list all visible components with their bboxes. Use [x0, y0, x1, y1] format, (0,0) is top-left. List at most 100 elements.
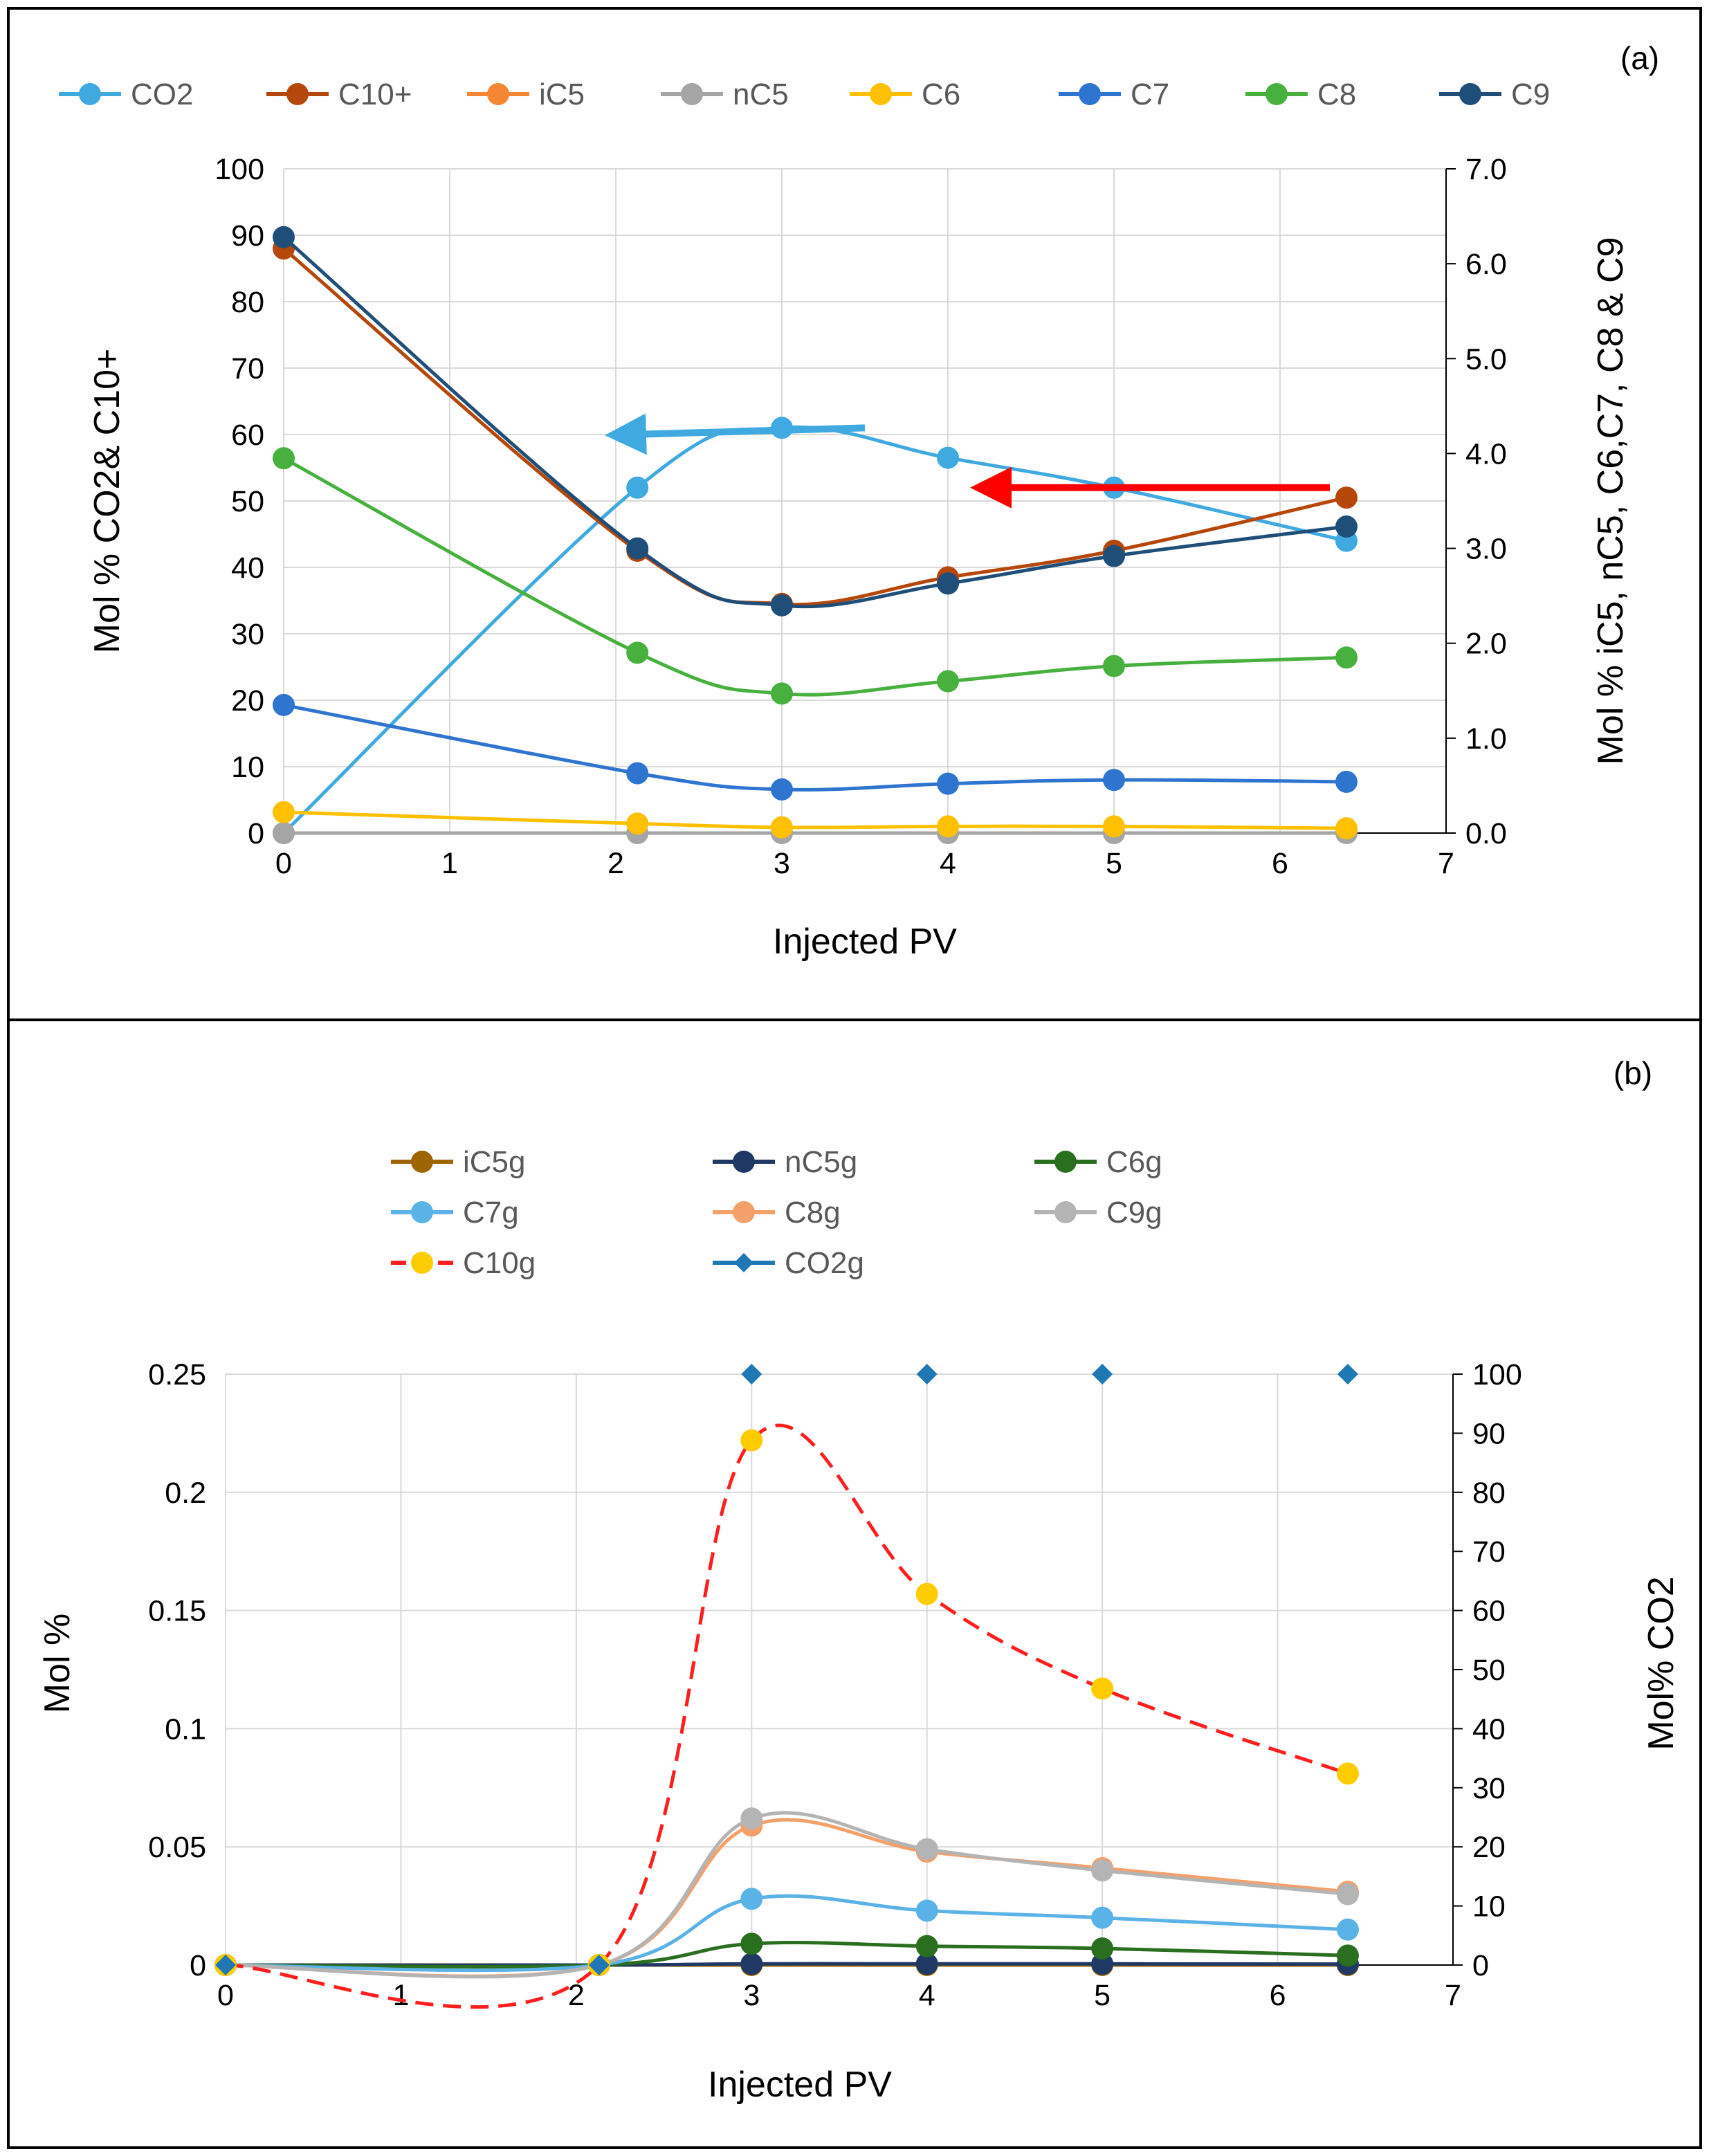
b-legend-marker-nC5g	[733, 1151, 755, 1173]
a-point-C9	[771, 594, 793, 616]
b-legend-label-C8g: C8g	[785, 1196, 841, 1230]
b-y2-tick-label: 10	[1472, 1890, 1506, 1924]
a-legend-entry-C7: C7	[1059, 77, 1169, 111]
a-point-C8	[1335, 646, 1358, 669]
a-line-C6	[283, 810, 1347, 830]
b-y2-tick-label: 70	[1472, 1535, 1506, 1569]
a-legend-marker-C10+	[286, 83, 309, 105]
a-x-tick-label: 1	[441, 847, 458, 880]
b-point-C9g	[1091, 1859, 1114, 1882]
b-series-CO2g	[215, 1364, 1358, 1975]
panel-b-gridlines	[225, 1373, 1454, 1966]
b-point-C10g	[1336, 1762, 1359, 1785]
a-y2-tick-label: 5.0	[1465, 342, 1507, 376]
a-x-tick-label: 5	[1106, 847, 1122, 880]
a-y2-tick-label: 1.0	[1465, 722, 1507, 756]
b-legend-label-CO2g: CO2g	[785, 1246, 864, 1280]
b-legend-entry-iC5g: iC5g	[391, 1145, 526, 1179]
a-legend-marker-iC5	[487, 83, 509, 105]
panel-b-axes: 0 1 2 3 4 5 6 700.050.10.150.20.250102030405060…	[148, 1358, 1521, 2012]
a-point-C7	[626, 762, 649, 785]
panel-a-annotations	[605, 413, 1330, 509]
panel-b-x-axis-title: Injected PV	[708, 2065, 892, 2105]
b-point-C7g	[1091, 1906, 1114, 1929]
a-y-tick-label: 90	[231, 219, 264, 253]
panel-a-y2-axis-title: Mol % iC5, nC5, C6,C7, C8 & C9	[1591, 237, 1631, 765]
a-point-C7	[937, 772, 959, 795]
b-line-C8g	[225, 1818, 1349, 1978]
b-point-C6g	[740, 1933, 763, 1955]
a-line-C9	[282, 235, 1347, 609]
b-x-tick-label: 1	[392, 1979, 409, 2012]
b-point-C6g	[1091, 1937, 1114, 1960]
a-y-tick-label: 30	[231, 618, 264, 651]
a-line-C8	[282, 457, 1347, 697]
b-series-C10g	[214, 1423, 1359, 2009]
b-legend-label-C7g: C7g	[463, 1196, 519, 1230]
a-point-C6	[1103, 815, 1125, 838]
b-point-C7g	[915, 1899, 938, 1922]
a-y-tick-label: 20	[231, 684, 264, 718]
a-y2-tick-label: 0.0	[1465, 817, 1507, 850]
b-y-tick-label: 0.1	[165, 1712, 206, 1746]
panel-a-x-axis-title: Injected PV	[773, 922, 957, 962]
a-y-tick-label: 80	[231, 286, 264, 319]
b-y-tick-label: 0.2	[165, 1477, 206, 1510]
panel-b-y2-axis-title: Mol% CO2	[1641, 1576, 1681, 1750]
b-line-C6g	[225, 1941, 1348, 1968]
a-point-C8	[1103, 655, 1125, 677]
b-y2-tick-label: 50	[1472, 1654, 1506, 1687]
b-legend-marker-iC5g	[411, 1151, 433, 1173]
a-point-C9	[937, 572, 959, 595]
b-y-tick-label: 0.15	[148, 1595, 206, 1628]
b-x-tick-label: 6	[1270, 1979, 1286, 2012]
a-x-tick-label: 3	[774, 847, 790, 880]
b-point-CO2g	[916, 1364, 938, 1385]
a-legend-marker-CO2	[79, 83, 101, 105]
a-line-C10+	[282, 247, 1347, 607]
a-point-C8	[937, 670, 959, 693]
b-legend-entry-C10g: C10g	[391, 1246, 536, 1280]
panel-b-series	[214, 1364, 1359, 2009]
a-point-CO2	[937, 446, 959, 469]
a-legend-label-C7: C7	[1131, 77, 1169, 111]
b-legend-entry-C7g: C7g	[391, 1196, 519, 1230]
b-point-nC5g	[915, 1953, 938, 1975]
a-legend-marker-C6	[870, 83, 892, 105]
a-y-tick-label: 100	[214, 153, 264, 186]
a-legend-entry-nC5: nC5	[661, 77, 789, 111]
a-legend-label-C10+: C10+	[338, 77, 412, 111]
a-point-C6	[1335, 817, 1358, 840]
b-point-C6g	[1336, 1944, 1359, 1967]
a-x-tick-label: 2	[607, 847, 624, 880]
a-y2-tick-label: 3.0	[1465, 533, 1507, 566]
panel-a-y-axis-title: Mol % CO2& C10+	[87, 349, 127, 654]
b-legend-marker-C7g	[411, 1201, 433, 1223]
a-point-CO2	[626, 476, 649, 499]
a-point-C10+	[1335, 486, 1358, 509]
a-x-tick-label: 7	[1438, 847, 1454, 880]
b-point-CO2g	[1092, 1364, 1113, 1385]
b-x-tick-label: 0	[217, 1979, 234, 2012]
a-point-C6	[626, 812, 649, 835]
a-y2-tick-label: 7.0	[1465, 153, 1507, 186]
b-legend-label-C6g: C6g	[1106, 1145, 1162, 1179]
a-legend-marker-C7	[1079, 83, 1101, 105]
b-x-tick-label: 2	[568, 1979, 585, 2012]
a-legend-label-C8: C8	[1317, 77, 1356, 111]
b-point-CO2g	[215, 1955, 236, 1975]
b-y2-tick-label: 0	[1472, 1949, 1489, 1982]
panel-a-axes: 0 1 2 3 4 5 6 701020304050607080901000.01.02.03…	[214, 153, 1507, 880]
b-point-C9g	[740, 1807, 763, 1830]
a-y-tick-label: 50	[231, 485, 264, 518]
b-x-tick-label: 4	[919, 1979, 935, 2012]
a-legend-entry-C6: C6	[850, 77, 960, 111]
a-legend-entry-C9: C9	[1439, 77, 1550, 111]
a-point-C9	[273, 226, 295, 248]
panel-b-label: (b)	[1614, 1055, 1652, 1091]
a-legend-marker-C9	[1459, 83, 1481, 105]
a-point-C6	[771, 816, 793, 839]
b-point-C9g	[1336, 1883, 1359, 1906]
b-y2-tick-label: 40	[1472, 1712, 1506, 1746]
a-point-C9	[626, 537, 649, 560]
